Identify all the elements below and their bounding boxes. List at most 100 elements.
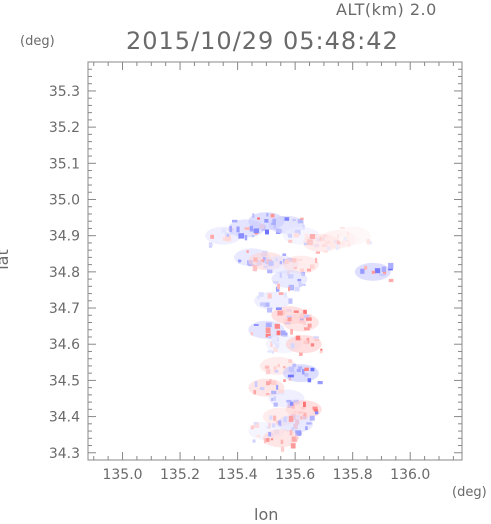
echo-pixel (266, 369, 271, 375)
echo-pixel (244, 227, 250, 230)
echo-pixel (271, 338, 278, 345)
echo-pixel (287, 317, 292, 322)
echo-pixel (297, 278, 302, 282)
echo-pixel (286, 230, 292, 237)
echo-pixel (246, 250, 249, 253)
y-tick-label: 34.7 (49, 301, 80, 317)
echo-pixel (366, 239, 370, 245)
echo-pixel (273, 346, 278, 353)
echo-pixel (279, 260, 283, 265)
echo-pixel (284, 217, 290, 221)
x-tick-label: 135.6 (275, 467, 315, 483)
echo-pixel (379, 273, 386, 277)
y-tick-label: 35.1 (49, 156, 80, 172)
echo-pixel (301, 369, 305, 375)
echo-pixel (278, 389, 285, 393)
echo-pixel (298, 431, 302, 436)
echo-pixel (273, 402, 278, 407)
y-tick-label: 34.6 (49, 337, 80, 353)
echo-pixel (272, 423, 276, 428)
y-tick-label: 35.2 (49, 120, 80, 136)
echo-pixel (310, 264, 315, 269)
echo-pixel (256, 434, 261, 438)
echo-pixel (295, 430, 301, 436)
echo-pixel (238, 259, 242, 262)
x-tick-label: 135.2 (160, 467, 200, 483)
echo-pixel (260, 302, 266, 307)
echo-pixel (270, 213, 275, 218)
echo-pixel (273, 281, 279, 284)
altitude-label: ALT(km) 2.0 (336, 0, 437, 19)
echo-pixel (258, 292, 264, 297)
echo-pixel (307, 268, 312, 272)
echo-pixel (335, 244, 339, 251)
echo-pixel (321, 244, 327, 247)
echo-pixel (286, 399, 292, 403)
echo-pixel (280, 330, 286, 337)
echo-pixel (244, 235, 248, 241)
echo-pixel (253, 390, 257, 395)
echo-pixel (388, 278, 394, 283)
echo-pixel (271, 350, 274, 354)
echo-pixel (269, 415, 273, 420)
y-tick-label: 34.9 (49, 229, 80, 245)
echo-pixel (221, 228, 227, 233)
echo-pixel (293, 233, 299, 238)
echo-pixel (323, 250, 328, 253)
y-axis-label: lat (0, 249, 12, 270)
echo-pixel (271, 222, 276, 226)
echo-pixel (284, 319, 291, 323)
echo-pixel (303, 309, 307, 314)
echo-pixel (310, 367, 315, 372)
echo-pixel (288, 367, 295, 372)
echo-pixel (265, 438, 270, 442)
echo-pixel (257, 295, 260, 300)
echo-pixel (263, 302, 270, 307)
echo-pixel (280, 439, 284, 444)
echo-pixel (293, 266, 297, 269)
echo-pixel (276, 384, 279, 390)
echo-pixel (270, 341, 273, 347)
echo-pixel (300, 268, 304, 275)
echo-pixel (253, 257, 258, 262)
echo-pixel (297, 411, 304, 414)
echo-pixel (284, 259, 289, 263)
echo-pixel (266, 213, 269, 217)
echo-pixel (236, 226, 240, 233)
echo-pixel (282, 310, 286, 316)
echo-pixel (265, 333, 271, 338)
echo-pixel (313, 336, 319, 339)
echo-pixel (368, 241, 372, 245)
echo-pixel (340, 226, 345, 229)
x-tick-label: 135.0 (102, 467, 142, 483)
echo-pixel (314, 411, 319, 415)
echo-pixel (261, 259, 265, 262)
echo-pixel (307, 323, 312, 328)
echo-pixel (298, 281, 302, 288)
echo-pixel (315, 257, 318, 264)
echo-pixel (290, 328, 293, 335)
echo-pixel (277, 363, 280, 368)
echo-pixel (267, 335, 272, 339)
echo-pixel (266, 426, 269, 429)
echo-pixel (304, 373, 309, 377)
echo-pixel (273, 366, 277, 372)
echo-pixel (266, 393, 270, 396)
echo-pixel (238, 233, 245, 239)
echo-pixel (388, 268, 393, 271)
echo-pixel (289, 429, 293, 436)
echo-pixel (341, 241, 345, 246)
echo-pixel (232, 219, 238, 223)
echo-pixel (252, 213, 255, 218)
echo-pixel (226, 233, 230, 237)
echo-pixel (251, 235, 255, 238)
echo-pixel (292, 218, 296, 221)
echo-pixel (208, 243, 213, 247)
y-unit-label: (deg) (20, 34, 55, 49)
echo-pixel (319, 350, 323, 354)
echo-pixel (268, 432, 272, 437)
echo-pixel (264, 365, 270, 369)
echo-pixel (327, 246, 330, 250)
echo-pixel (283, 379, 286, 382)
